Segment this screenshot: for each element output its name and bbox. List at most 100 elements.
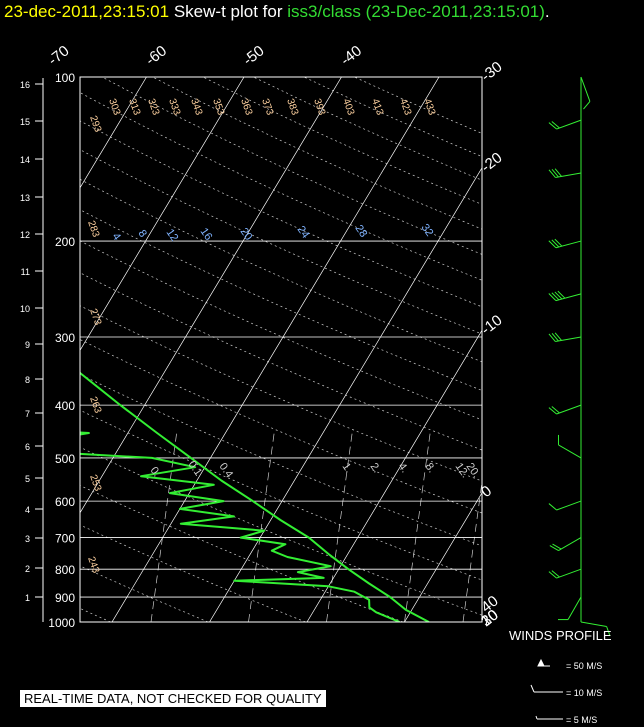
theta-label: 353 — [210, 97, 226, 117]
wind-barb-feather — [554, 168, 562, 177]
wind-barb-feather — [554, 332, 562, 341]
title-period: . — [544, 2, 550, 21]
wind-barb-feather — [554, 238, 563, 247]
wind-barb-feather — [551, 168, 559, 178]
height-tick-label: 1 — [25, 593, 30, 603]
height-tick-label: 12 — [20, 230, 30, 240]
isotherm-top-label: -70 — [45, 42, 73, 69]
theta-label: 383 — [284, 97, 300, 117]
title-skewt-label: Skew-t plot for — [173, 2, 283, 21]
isotherm — [80, 77, 342, 514]
pressure-tick-label: 600 — [55, 495, 75, 509]
mixing-ratio-line — [462, 479, 482, 622]
dry-adiabat — [152, 77, 482, 230]
wind-barb-feather — [548, 122, 557, 130]
wind-barb — [558, 537, 582, 552]
lower-label: 1. — [340, 461, 355, 475]
wind-legend-10: = 10 M/S — [566, 688, 603, 698]
theta-label: 433 — [421, 97, 437, 117]
mixing-ratio-line — [248, 432, 275, 622]
pressure-tick-label: 300 — [55, 331, 75, 345]
mixing-ratio-label: 24 — [295, 224, 312, 241]
mixing-ratio-label: 32 — [419, 222, 436, 239]
isotherm — [306, 329, 482, 622]
wind-barb-feather — [549, 545, 559, 552]
mixing-ratio-label: 20 — [238, 226, 255, 243]
mixing-ratio-line — [150, 432, 177, 622]
theta-label: 343 — [188, 97, 204, 117]
isotherm-top-label: -60 — [142, 42, 170, 69]
theta-label: 283 — [85, 219, 101, 239]
theta-label: 263 — [87, 395, 103, 415]
title-paren-time: (23-Dec-2011,23:15:01) — [365, 2, 545, 21]
theta-label: 303 — [106, 97, 122, 117]
dry-adiabat — [80, 485, 404, 622]
wind-barb-feather — [551, 406, 560, 414]
pressure-tick-label: 700 — [55, 532, 75, 546]
mixing-ratio-label: 28 — [353, 223, 370, 240]
dry-adiabat — [80, 524, 306, 622]
isotherm — [600, 77, 644, 622]
wind-legend-5-glyph — [535, 715, 563, 720]
theta-label: 363 — [238, 97, 254, 117]
wind-barb — [580, 621, 607, 628]
theta-label: 373 — [259, 97, 275, 117]
lower-label: 0.4 — [217, 461, 236, 480]
pressure-tick-label: 400 — [55, 399, 75, 413]
wind-barb — [555, 240, 582, 249]
wind-barb — [556, 568, 582, 579]
theta-label: 243 — [85, 555, 101, 575]
wind-barb-feather — [548, 503, 557, 511]
theta-label: 413 — [369, 97, 385, 117]
plot-frame — [79, 76, 483, 623]
isotherm-right-label: 10 — [478, 606, 502, 630]
isotherm — [502, 77, 644, 622]
height-tick-label: 9 — [25, 340, 30, 350]
temperature-trace — [80, 371, 430, 622]
mixing-ratio-label: 16 — [198, 226, 215, 243]
height-tick-label: 16 — [20, 80, 30, 90]
wind-legend-50: = 50 M/S — [566, 661, 603, 671]
wind-barb-feather — [554, 291, 563, 300]
wind-barb — [555, 336, 582, 343]
dry-adiabat — [80, 373, 482, 547]
theta-label: 333 — [166, 97, 182, 117]
mixing-ratio-line — [522, 433, 548, 622]
height-tick-label: 7 — [25, 409, 30, 419]
wind-barb-feather — [551, 570, 560, 578]
dry-adiabat — [80, 272, 482, 451]
wind-barb-feather — [551, 292, 560, 301]
pressure-tick-label: 100 — [55, 71, 75, 85]
mixing-ratio-line — [326, 432, 353, 622]
wind-barb — [555, 293, 582, 302]
theta-label: 313 — [126, 97, 142, 117]
pressure-tick-label: 200 — [55, 235, 75, 249]
wind-barb-feather — [548, 571, 557, 579]
theta-label: 323 — [145, 97, 161, 117]
wind-barb-feather — [548, 169, 556, 178]
height-tick-label: 6 — [25, 442, 30, 452]
wind-barb — [580, 76, 591, 102]
height-tick-label: 15 — [20, 117, 30, 127]
title-datetime: 23-dec-2011,23:15:01 — [4, 2, 170, 21]
isotherm — [404, 492, 482, 622]
disclaimer-banner: REAL-TIME DATA, NOT CHECKED FOR QUALITY — [20, 690, 326, 707]
dry-adiabat — [80, 240, 482, 421]
wind-barb-feather — [557, 290, 566, 299]
isotherm-right-label: 40 — [478, 592, 502, 616]
pressure-tick-label: 500 — [55, 452, 75, 466]
theta-label: 393 — [311, 97, 327, 117]
lower-label: 2. — [368, 461, 383, 475]
wind-barb-feather — [548, 407, 557, 415]
lower-label: 0.1 — [186, 459, 205, 478]
mixing-ratio-label: 12 — [164, 227, 181, 244]
pressure-tick-label: 900 — [55, 591, 75, 605]
mixing-ratio-label: 8 — [136, 228, 149, 240]
height-tick-label: 3 — [25, 534, 30, 544]
isotherm-right-label: 30 — [478, 606, 502, 630]
wind-barb-feather — [583, 101, 591, 110]
isotherm — [111, 77, 440, 622]
isotherm-top-label: -40 — [337, 42, 365, 69]
wind-legend-5: = 5 M/S — [566, 715, 598, 725]
